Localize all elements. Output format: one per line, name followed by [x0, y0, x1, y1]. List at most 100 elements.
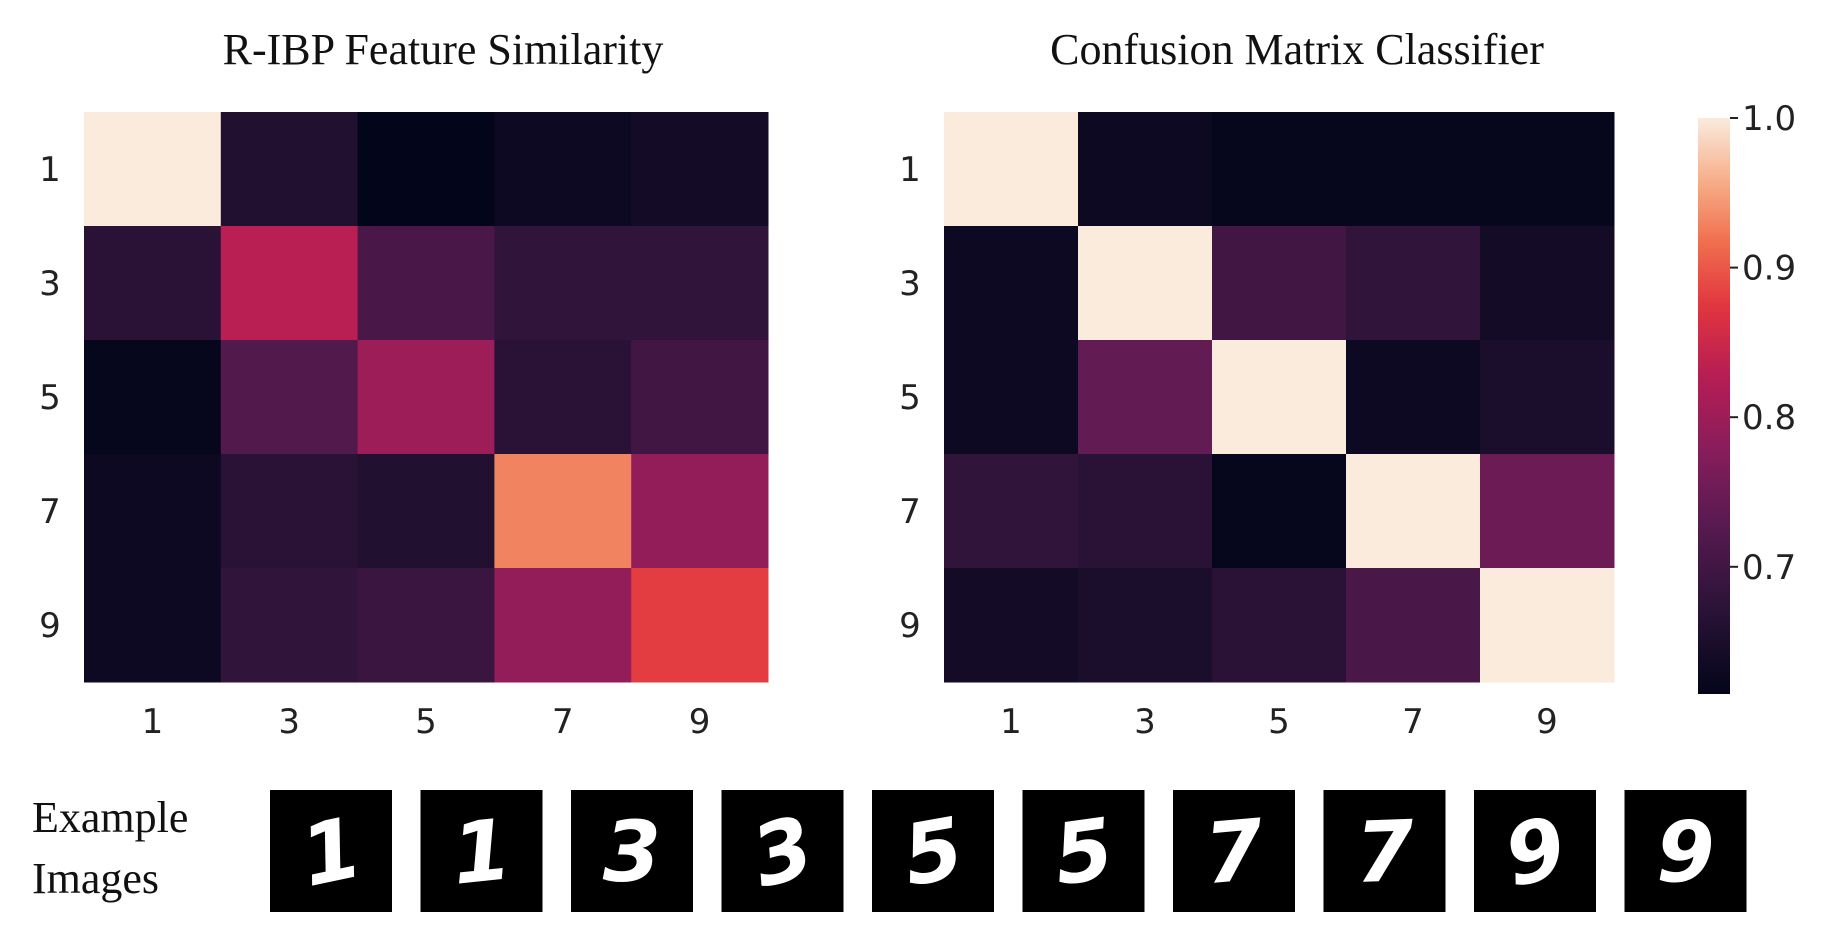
heatmap1-cell-r3-c0 — [944, 454, 1079, 569]
heatmap0-cell-r0-c0 — [84, 112, 222, 227]
heatmap0-cell-r0-c1 — [220, 112, 359, 227]
heatmap0-ytick-label: 9 — [39, 606, 61, 646]
heatmap1-cell-r1-c2 — [1212, 226, 1347, 341]
heatmap1-cell-r2-c0 — [944, 340, 1079, 455]
heatmap0-cell-r2-c4 — [631, 340, 769, 455]
example-image — [420, 790, 543, 912]
heatmap1-ytick-label: 1 — [899, 150, 921, 190]
heatmap1-cell-r0-c0 — [944, 112, 1079, 227]
heatmap0-cell-r2-c0 — [84, 340, 222, 455]
heatmap1-cell-r3-c3 — [1346, 454, 1481, 569]
example-digit-glyph: 3 — [603, 803, 661, 901]
heatmap0-cell-r2-c1 — [220, 340, 359, 455]
example-digit-glyph: 5 — [1048, 799, 1120, 904]
colorbar-tick-label: 0.8 — [1742, 398, 1796, 438]
colorbar-tick-label: 0.7 — [1742, 548, 1796, 588]
right-heatmap: 1 3 5 7 9 1 3 5 7 9 — [899, 112, 1615, 742]
heatmap1-cell-r4-c0 — [944, 568, 1079, 683]
heatmap0-cell-r4-c3 — [494, 568, 632, 683]
heatmap1-xtick-label: 1 — [1000, 702, 1022, 742]
heatmap0-xtick-label: 3 — [278, 702, 300, 742]
heatmap0-cell-r2-c3 — [494, 340, 632, 455]
example-image — [1022, 790, 1145, 912]
example-image — [1624, 790, 1747, 912]
heatmap1-cell-r4-c4 — [1480, 568, 1615, 683]
heatmap1-cell-r0-c2 — [1212, 112, 1347, 227]
example-image — [1474, 790, 1596, 912]
example-digit-glyph: 7 — [1201, 801, 1268, 904]
heatmap1-ytick-label: 5 — [899, 378, 921, 418]
heatmap1-ytick-label: 9 — [899, 606, 921, 646]
heatmap1-cell-r3-c4 — [1480, 454, 1615, 569]
heatmap0-cell-r3-c2 — [357, 454, 495, 569]
heatmap0-ytick-label: 7 — [39, 492, 61, 532]
heatmap0-cell-r1-c2 — [357, 226, 495, 341]
heatmap1-cell-r0-c4 — [1480, 112, 1615, 227]
heatmap0-cell-r0-c4 — [631, 112, 769, 227]
heatmap1-cell-r2-c3 — [1346, 340, 1481, 455]
heatmap0-cell-r0-c2 — [357, 112, 495, 227]
heatmap0-cell-r1-c0 — [84, 226, 222, 341]
heatmap0-cell-r1-c4 — [631, 226, 769, 341]
heatmap1-cell-r0-c1 — [1078, 112, 1213, 227]
heatmap0-cell-r3-c0 — [84, 454, 222, 569]
heatmap1-xtick-label: 5 — [1268, 702, 1290, 742]
heatmap0-cell-r4-c0 — [84, 568, 222, 683]
example-digit-glyph: 9 — [1656, 803, 1714, 901]
heatmap1-cell-r4-c1 — [1078, 568, 1213, 683]
heatmap0-cell-r4-c1 — [220, 568, 359, 683]
heatmap0-cell-r4-c4 — [631, 568, 769, 683]
heatmap0-cell-r3-c4 — [631, 454, 769, 569]
heatmap0-cell-r1-c1 — [220, 226, 359, 341]
heatmap1-cell-r4-c2 — [1212, 568, 1347, 683]
left-heatmap-title: R-IBP Feature Similarity — [223, 25, 664, 74]
example-image — [721, 790, 844, 912]
example-image — [872, 790, 994, 912]
example-image — [571, 790, 693, 912]
example-image — [1323, 790, 1446, 912]
heatmap0-cell-r1-c3 — [494, 226, 632, 341]
heatmap1-ytick-label: 3 — [899, 264, 921, 304]
heatmap1-cell-r2-c4 — [1480, 340, 1615, 455]
colorbar-tick-label: 1.0 — [1742, 99, 1796, 139]
heatmap1-cell-r1-c0 — [944, 226, 1079, 341]
heatmap1-cell-r1-c3 — [1346, 226, 1481, 341]
heatmap0-cell-r3-c1 — [220, 454, 359, 569]
example-digit-glyph: 1 — [447, 800, 515, 904]
colorbar — [1698, 118, 1730, 694]
example-image — [1173, 790, 1295, 912]
heatmap1-ytick-label: 7 — [899, 492, 921, 532]
example-label-line2: Images — [32, 854, 159, 903]
heatmap1-xtick-label: 9 — [1536, 702, 1558, 742]
heatmap1-xtick-label: 3 — [1134, 702, 1156, 742]
left-heatmap: 1 3 5 7 9 1 3 5 7 9 — [39, 112, 769, 742]
heatmap0-cell-r3-c3 — [494, 454, 632, 569]
colorbar-tick-label: 0.9 — [1742, 249, 1796, 289]
example-image — [270, 790, 392, 912]
heatmap1-xtick-label: 7 — [1402, 702, 1424, 742]
example-label-line1: Example — [32, 793, 188, 842]
heatmap1-cell-r3-c2 — [1212, 454, 1347, 569]
heatmap0-ytick-label: 5 — [39, 378, 61, 418]
colorbar-ticks: 0.7 0.8 0.9 1.0 — [1730, 99, 1796, 588]
heatmap1-cell-r0-c3 — [1346, 112, 1481, 227]
heatmap0-xtick-label: 5 — [415, 702, 437, 742]
heatmap1-cell-r1-c4 — [1480, 226, 1615, 341]
example-digit-glyph: 7 — [1354, 802, 1416, 902]
heatmap0-ytick-label: 3 — [39, 264, 61, 304]
heatmap0-cell-r2-c2 — [357, 340, 495, 455]
heatmap0-xtick-label: 1 — [142, 702, 164, 742]
heatmap0-cell-r0-c3 — [494, 112, 632, 227]
heatmap0-ytick-label: 1 — [39, 150, 61, 190]
heatmap1-cell-r4-c3 — [1346, 568, 1481, 683]
heatmap0-xtick-label: 9 — [689, 702, 711, 742]
heatmap1-cell-r3-c1 — [1078, 454, 1213, 569]
heatmap0-cell-r4-c2 — [357, 568, 495, 683]
heatmap1-cell-r1-c1 — [1078, 226, 1213, 341]
heatmap1-cell-r2-c1 — [1078, 340, 1213, 455]
right-heatmap-title: Confusion Matrix Classifier — [1050, 25, 1544, 74]
heatmap0-xtick-label: 7 — [552, 702, 574, 742]
heatmap1-cell-r2-c2 — [1212, 340, 1347, 455]
